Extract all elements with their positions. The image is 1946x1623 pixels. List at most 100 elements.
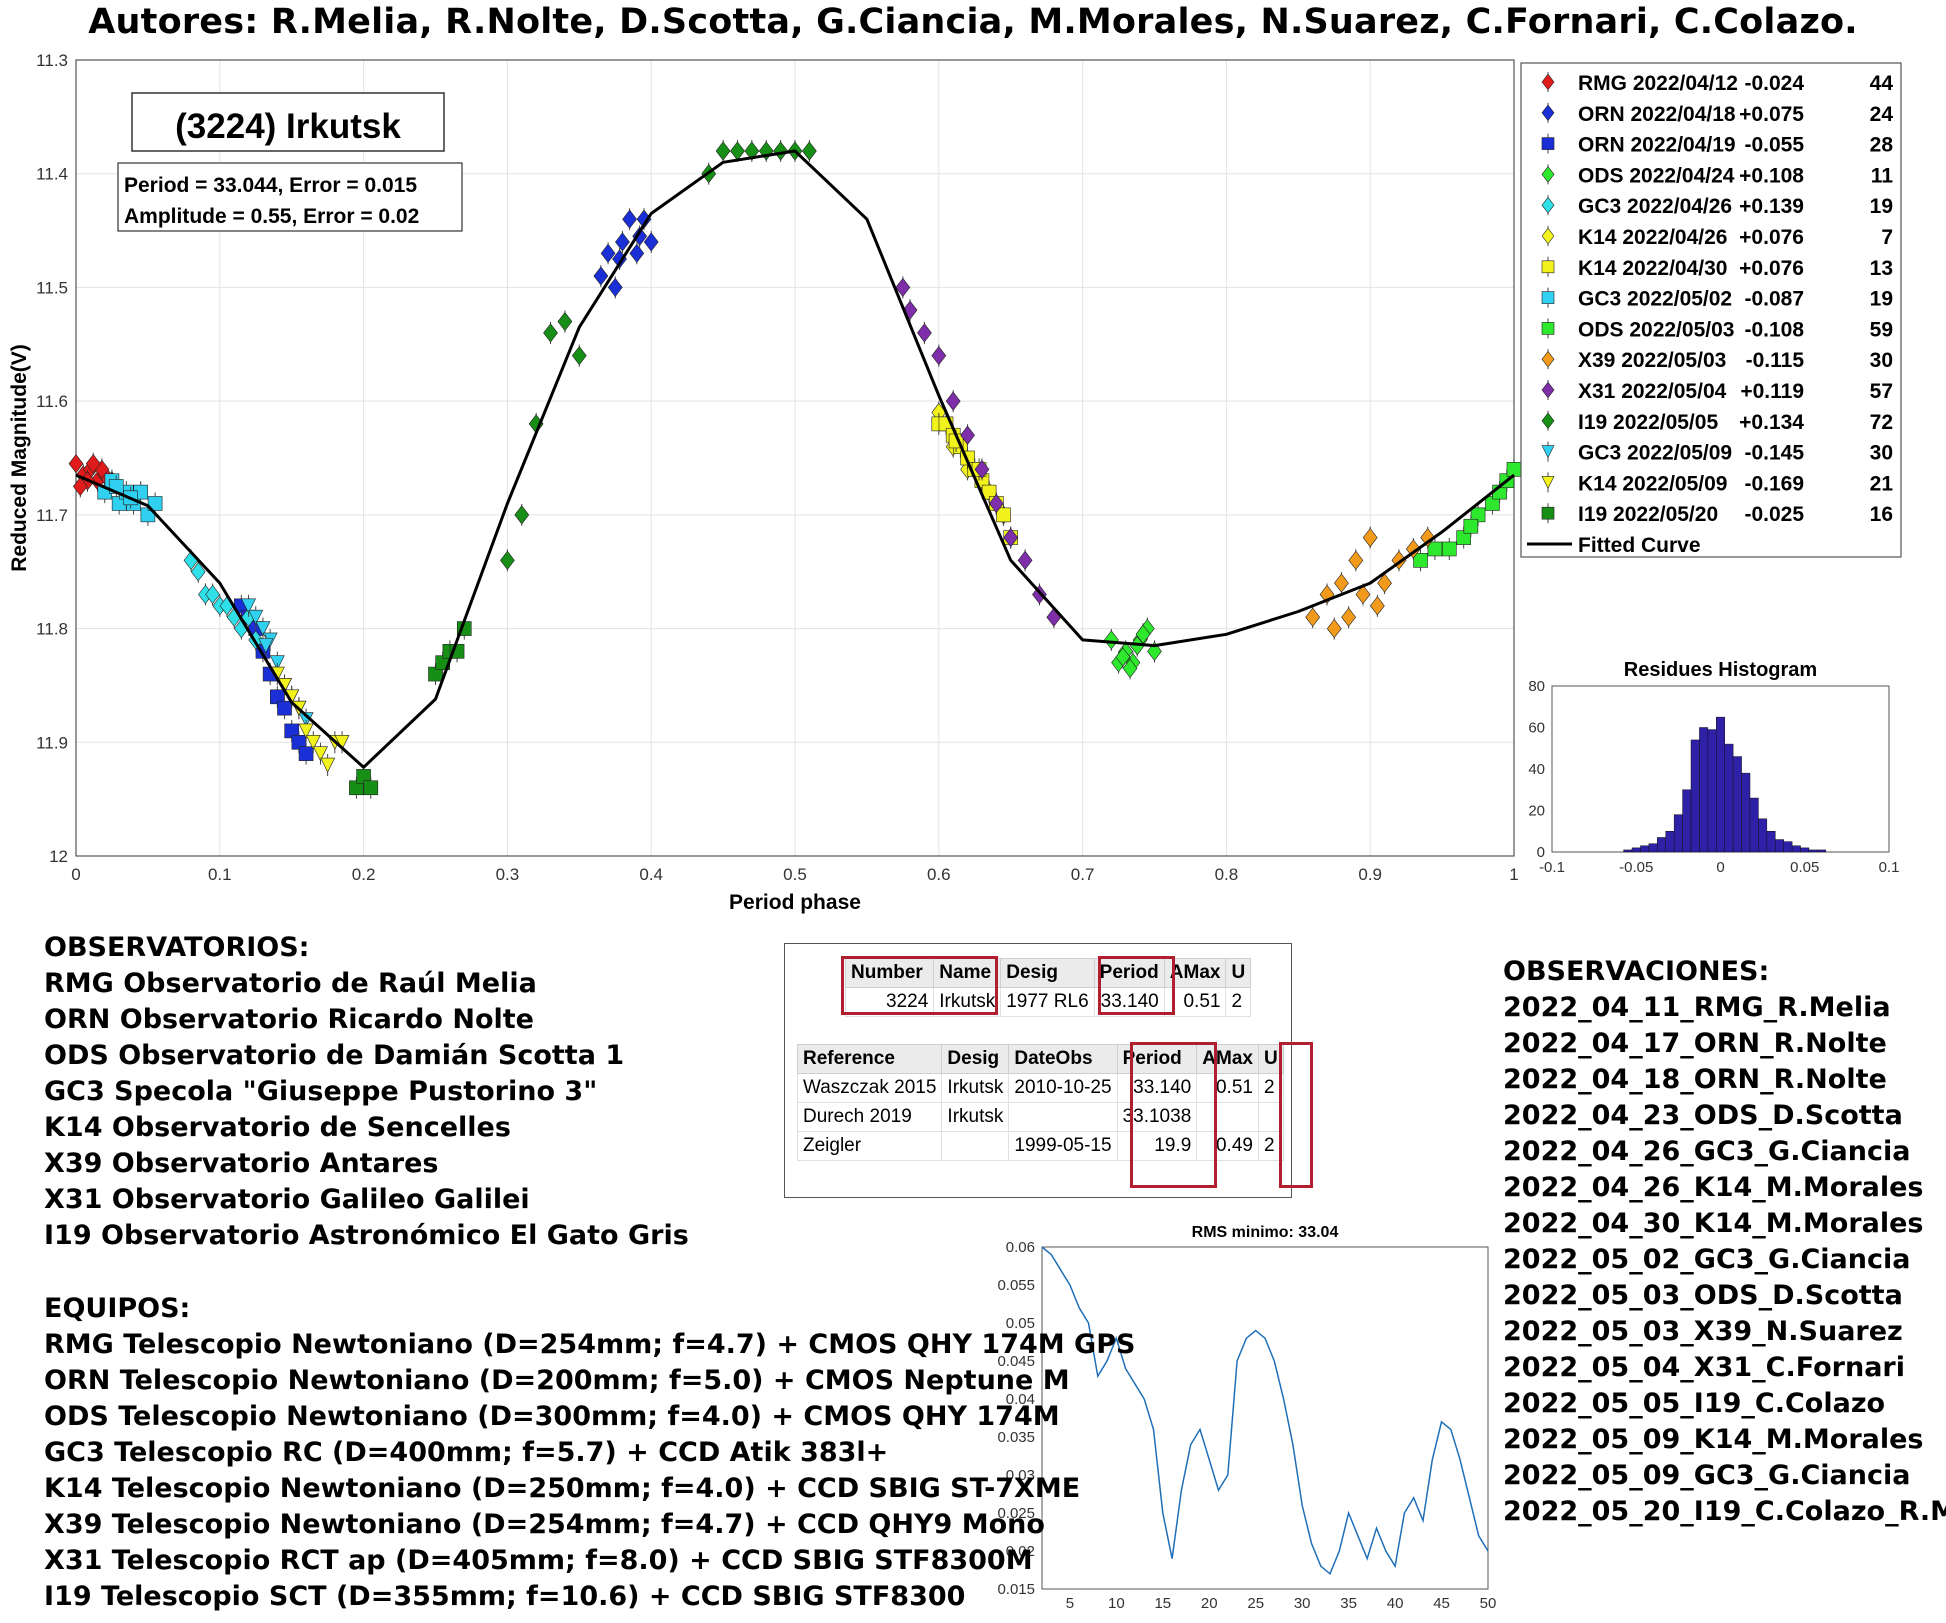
legend-entry-name: RMG 2022/04/12 (1578, 72, 1738, 95)
data-point (205, 584, 220, 605)
data-point (1326, 618, 1342, 639)
data-point (744, 141, 760, 161)
equipo-line: X31 Telescopio RCT ap (D=405mm; f=8.0) +… (44, 1545, 1033, 1576)
legend-marker (1541, 322, 1555, 335)
histogram-y-tick: 80 (1528, 678, 1545, 695)
legend-entry-name: K14 2022/04/30 (1578, 257, 1727, 280)
data-point (557, 311, 573, 332)
legend-marker (1541, 196, 1555, 214)
legend-entry-count: 24 (1870, 103, 1894, 126)
histogram-bar (1732, 756, 1742, 853)
legend-entry-name: GC3 2022/04/26 (1578, 195, 1732, 218)
data-point (1103, 630, 1119, 650)
x-tick-label: 0.5 (783, 865, 807, 884)
data-point (1420, 528, 1436, 548)
data-point (269, 655, 285, 671)
histogram-bar (1682, 789, 1692, 853)
legend-marker (1541, 412, 1555, 430)
legend-entry-count: 19 (1870, 195, 1893, 218)
cell-dateobs: 1999-05-15 (1008, 1131, 1118, 1161)
observatorio-line: X39 Observatorio Antares (44, 1148, 439, 1179)
data-point (500, 550, 515, 570)
col-reference: Reference (796, 1044, 943, 1074)
legend-marker (1541, 137, 1555, 150)
rms-y-tick: 0.055 (997, 1277, 1035, 1294)
legend-entry-name: ORN 2022/04/19 (1578, 134, 1736, 157)
equipo-line: K14 Telescopio Newtoniano (D=250mm; f=4.… (44, 1473, 1081, 1504)
data-point (1334, 573, 1349, 593)
legend-entry-offset: -0.087 (1744, 288, 1804, 311)
legend-entry-name: I19 2022/05/05 (1578, 411, 1718, 434)
table-row: Durech 2019 Irkutsk 33.1038 (796, 1102, 1284, 1132)
histogram-x-tick: 0 (1716, 859, 1724, 876)
data-point (960, 425, 975, 445)
rms-y-tick: 0.015 (997, 1581, 1035, 1598)
equipos-section: EQUIPOS: RMG Telescopio Newtoniano (D=25… (44, 1291, 1135, 1615)
legend-entry-name: Fitted Curve (1578, 534, 1701, 557)
observacion-line: 2022_05_20_I19_C.Colazo_R.Melia (1503, 1496, 1946, 1527)
rms-y-tick: 0.035 (997, 1429, 1035, 1446)
observatorio-line: ODS Observatorio de Damián Scotta 1 (44, 1040, 625, 1071)
y-tick-label: 12 (49, 847, 68, 866)
data-point (255, 621, 271, 637)
cell-desig: Irkutsk (941, 1102, 1010, 1132)
observaciones-section: OBSERVACIONES: 2022_04_11_RMG_R.Melia 20… (1503, 954, 1946, 1530)
histogram-bar (1749, 797, 1759, 853)
legend-entry-count: 57 (1870, 380, 1893, 403)
rms-y-tick: 0.05 (1006, 1315, 1035, 1332)
cell-desig: 1977 RL6 (1000, 987, 1095, 1017)
cell-dateobs: 2010-10-25 (1008, 1073, 1118, 1103)
rms-x-tick: 15 (1154, 1595, 1171, 1612)
data-point (85, 454, 101, 474)
y-tick-label: 11.9 (36, 733, 68, 752)
page-title: Autores: R.Melia, R.Nolte, D.Scotta, G.C… (88, 2, 1858, 42)
data-point (974, 459, 990, 479)
data-point (312, 746, 328, 762)
observacion-line: 2022_05_02_GC3_G.Ciancia (1503, 1244, 1911, 1275)
observacion-line: 2022_05_09_K14_M.Morales (1503, 1424, 1924, 1455)
observacion-line: 2022_04_11_RMG_R.Melia (1503, 992, 1891, 1023)
data-point (593, 266, 609, 286)
cell-amax: 0.51 (1196, 1073, 1259, 1103)
lcdb-reference-table: Reference Desig DateObs Period AMax U Wa… (796, 1044, 1284, 1161)
data-point (248, 609, 264, 625)
data-point (147, 496, 163, 511)
data-point (258, 638, 274, 654)
histogram-bar (1741, 772, 1751, 853)
data-point (1305, 607, 1321, 627)
data-point (1032, 584, 1047, 605)
legend-entry-name: K14 2022/04/26 (1578, 226, 1727, 249)
col-amax: AMax (1196, 1044, 1259, 1074)
lcdb-table-panel: Number Name Desig Period AMax U 3224 Irk… (784, 943, 1313, 1198)
legend-entry-offset: -0.108 (1744, 318, 1804, 341)
col-number: Number (844, 958, 935, 988)
data-point (1122, 658, 1138, 678)
observacion-line: 2022_05_04_X31_C.Fornari (1503, 1352, 1905, 1383)
equipo-line: ODS Telescopio Newtoniano (D=300mm; f=4.… (44, 1401, 1060, 1432)
object-name-box (131, 92, 445, 152)
data-point (1427, 541, 1443, 557)
histogram-bar (1690, 739, 1700, 853)
histogram-bar (1808, 849, 1818, 853)
x-tick-label: 0.1 (208, 865, 232, 884)
legend-marker (1541, 260, 1555, 274)
legend-entry-count: 30 (1870, 442, 1893, 465)
legend-marker (1541, 476, 1555, 490)
data-point (298, 723, 314, 739)
data-point (600, 243, 616, 263)
legend-entry-name: X31 2022/05/04 (1578, 380, 1727, 403)
table-row: Waszczak 2015 Irkutsk 2010-10-25 33.140 … (796, 1073, 1284, 1103)
observatorio-line: RMG Observatorio de Raúl Melia (44, 968, 537, 999)
data-point (277, 700, 292, 716)
histogram-bar (1648, 843, 1658, 853)
observacion-line: 2022_04_26_K14_M.Morales (1503, 1172, 1924, 1203)
observacion-line: 2022_05_03_ODS_D.Scotta (1503, 1280, 1903, 1311)
legend-entry-count: 30 (1870, 349, 1893, 372)
col-name: Name (933, 958, 1002, 988)
data-point (773, 141, 788, 161)
data-point (622, 209, 638, 229)
data-point (190, 562, 206, 582)
data-point (543, 323, 558, 343)
rms-y-tick: 0.025 (997, 1505, 1035, 1522)
